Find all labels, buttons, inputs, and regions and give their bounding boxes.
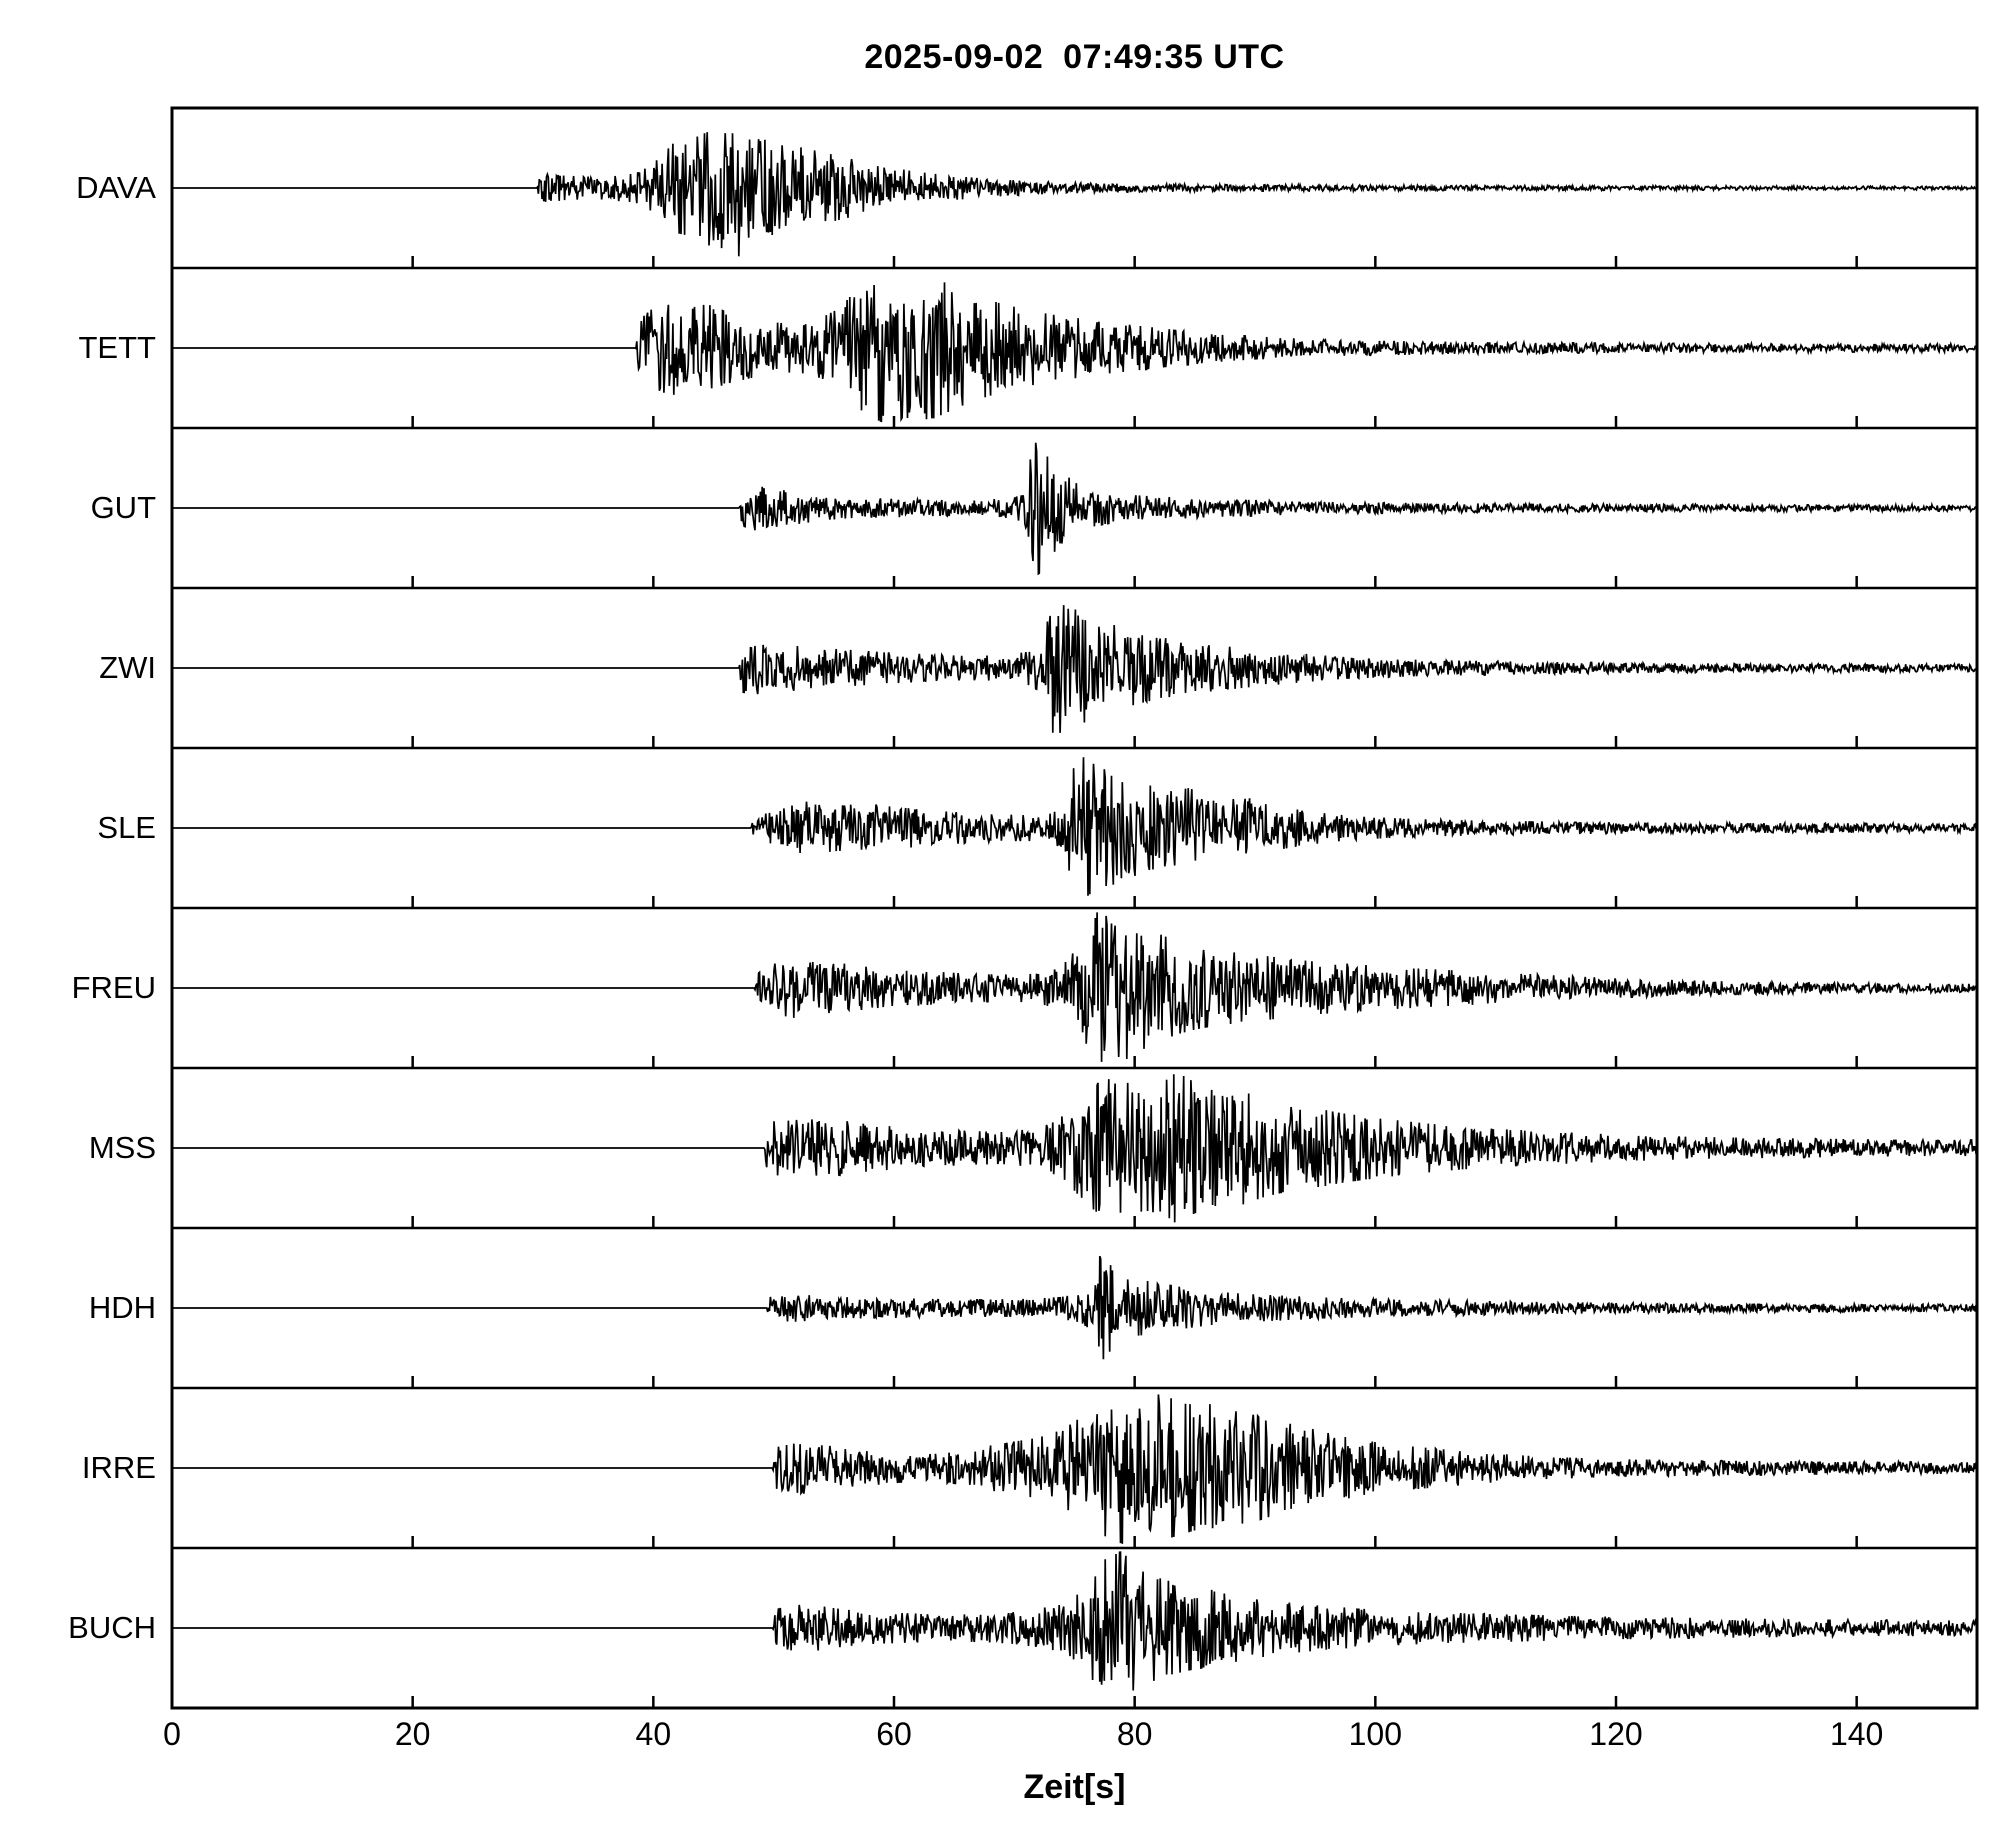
x-tick-label-0: 0 — [163, 1716, 181, 1752]
station-label-hdh: HDH — [88, 1290, 156, 1325]
trace-freu — [172, 912, 1978, 1062]
trace-tett — [172, 282, 1978, 423]
x-tick-label-100: 100 — [1348, 1716, 1403, 1752]
station-label-tett: TETT — [78, 330, 157, 365]
trace-hdh — [172, 1255, 1978, 1360]
x-tick-label-120: 120 — [1589, 1716, 1643, 1752]
station-label-sle: SLE — [97, 810, 156, 845]
x-axis-label: Zeit[s] — [1023, 1768, 1126, 1806]
trace-mss — [172, 1074, 1978, 1223]
trace-dava — [172, 132, 1978, 257]
station-label-dava: DAVA — [76, 170, 156, 205]
station-label-zwi: ZWI — [99, 650, 156, 685]
trace-irre — [172, 1394, 1978, 1544]
station-label-gut: GUT — [90, 490, 156, 525]
x-tick-label-60: 60 — [876, 1716, 912, 1752]
station-label-freu: FREU — [71, 970, 156, 1005]
trace-buch — [172, 1551, 1978, 1691]
page-title: 2025-09-02 07:49:35 UTC — [864, 38, 1285, 76]
x-tick-label-140: 140 — [1829, 1716, 1884, 1752]
trace-zwi — [172, 605, 1978, 733]
trace-sle — [172, 757, 1978, 896]
x-tick-label-20: 20 — [394, 1716, 431, 1752]
station-label-mss: MSS — [88, 1130, 156, 1165]
x-tick-label-40: 40 — [635, 1716, 672, 1752]
trace-gut — [172, 442, 1978, 576]
station-label-buch: BUCH — [68, 1610, 156, 1645]
x-tick-label-80: 80 — [1116, 1716, 1153, 1752]
station-label-irre: IRRE — [81, 1450, 156, 1485]
